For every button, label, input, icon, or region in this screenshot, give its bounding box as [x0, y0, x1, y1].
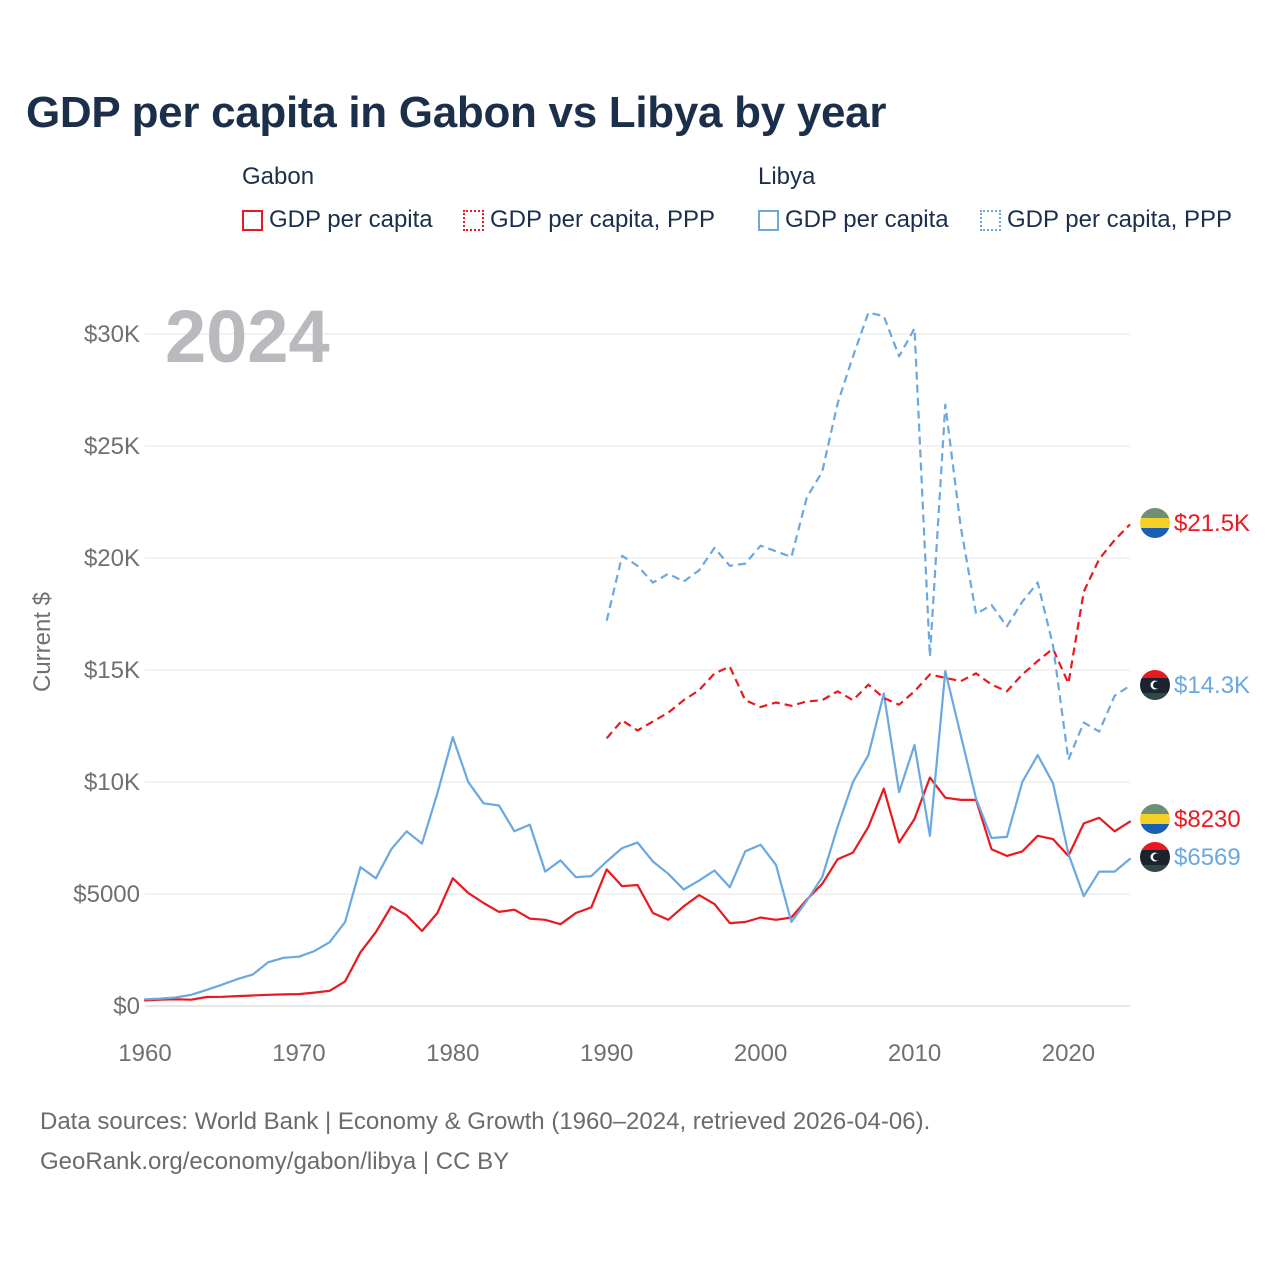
series-line-gabon-gdp-per-capita-ppp[interactable] [605, 523, 1131, 740]
legend-swatch-libya-ppp [980, 209, 1001, 231]
legend-swatch-gabon-ppp [463, 209, 484, 231]
gabon-flag-icon [1140, 804, 1170, 834]
x-tick-label: 2010 [888, 1040, 941, 1067]
x-tick-label: 1960 [118, 1040, 171, 1067]
y-tick-label: $30K [84, 321, 140, 348]
series-line-libya-gdp-per-capita-ppp[interactable] [605, 311, 1131, 761]
x-tick-label: 2000 [734, 1040, 787, 1067]
legend-group-gabon: Gabon [242, 163, 315, 190]
gabon-flag-icon [1140, 508, 1170, 538]
end-label-libya-ppp: $14.3K [1174, 672, 1250, 699]
year-watermark: 2024 [165, 295, 330, 378]
y-tick-label: $10K [84, 769, 140, 796]
series-line-gabon-gdp-per-capita[interactable] [143, 776, 1132, 1002]
end-label-gabon-ppp: $21.5K [1174, 510, 1250, 537]
footer-credit[interactable]: GeoRank.org/economy/gabon/libya | CC BY [40, 1148, 510, 1175]
footer-source: Data sources: World Bank | Economy & Gro… [40, 1108, 931, 1135]
x-tick-label: 1980 [426, 1040, 479, 1067]
x-tick-label: 1990 [580, 1040, 633, 1067]
y-tick-label: $5000 [73, 881, 140, 908]
chart-title: GDP per capita in Gabon vs Libya by year [26, 88, 887, 137]
legend-label-gabon-ppp: GDP per capita, PPP [490, 206, 715, 233]
y-tick-label: $0 [113, 993, 140, 1020]
legend-label-libya-ppp: GDP per capita, PPP [1007, 206, 1232, 233]
legend-label-gabon-gdp: GDP per capita [269, 206, 433, 233]
x-tick-label: 1970 [272, 1040, 325, 1067]
legend-item-libya-gdp[interactable]: GDP per capita [758, 205, 949, 235]
libya-flag-icon [1140, 670, 1170, 700]
x-tick-label: 2020 [1042, 1040, 1095, 1067]
end-label-gabon-gdp: $8230 [1174, 806, 1241, 833]
libya-flag-icon [1140, 842, 1170, 872]
legend-item-libya-ppp[interactable]: GDP per capita, PPP [980, 205, 1232, 235]
y-axis-title: Current $ [29, 592, 56, 692]
legend-swatch-libya-gdp [758, 209, 779, 231]
legend-group-libya: Libya [758, 163, 816, 190]
legend-label-libya-gdp: GDP per capita [785, 206, 949, 233]
legend-item-gabon-ppp[interactable]: GDP per capita, PPP [463, 205, 715, 235]
legend-item-gabon-gdp[interactable]: GDP per capita [242, 205, 433, 235]
series-line-libya-gdp-per-capita[interactable] [143, 669, 1132, 1001]
y-tick-label: $25K [84, 433, 140, 460]
end-label-libya-gdp: $6569 [1174, 844, 1241, 871]
y-tick-label: $15K [84, 657, 140, 684]
legend-swatch-gabon-gdp [242, 209, 263, 231]
y-tick-label: $20K [84, 545, 140, 572]
